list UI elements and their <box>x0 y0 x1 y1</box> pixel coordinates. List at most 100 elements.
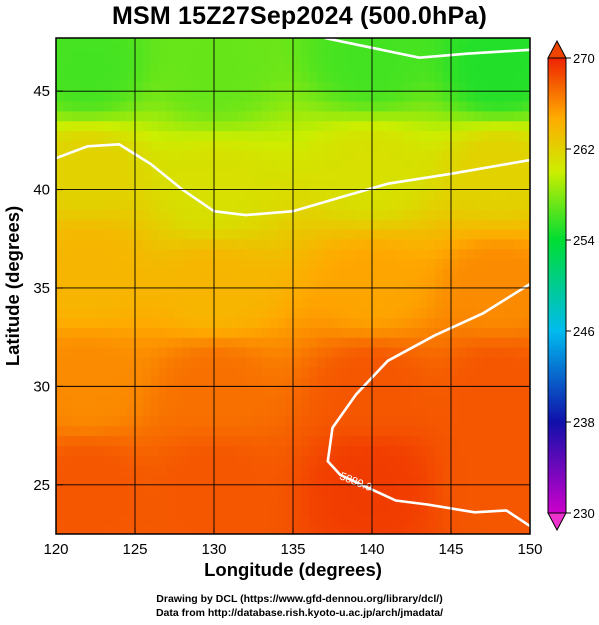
heat-cell <box>419 356 428 368</box>
heat-cell <box>403 425 413 437</box>
heat-cell <box>198 386 207 397</box>
heat-cell <box>190 504 199 515</box>
heat-cell <box>206 120 215 132</box>
y-tick-label: 40 <box>33 182 50 199</box>
heat-cell <box>379 474 389 486</box>
heat-cell <box>474 514 484 525</box>
heat-cell <box>514 376 523 387</box>
heat-cell <box>466 356 476 368</box>
heat-cell <box>498 199 507 210</box>
heat-cell <box>95 179 104 191</box>
heat-cell <box>490 415 499 427</box>
heat-cell <box>506 514 515 525</box>
heat-cell <box>458 327 468 338</box>
heat-cell <box>277 465 286 476</box>
heat-cell <box>87 199 97 210</box>
heat-cell <box>490 150 499 161</box>
heat-cell <box>443 494 452 506</box>
heat-cell <box>285 278 294 289</box>
heat-cell <box>63 120 73 132</box>
heat-cell <box>332 61 341 73</box>
heat-cell <box>387 347 397 358</box>
heat-cell <box>135 396 144 407</box>
heat-cell <box>427 504 436 515</box>
heat-cell <box>135 494 144 506</box>
heat-cell <box>411 41 420 53</box>
heat-cell <box>56 130 65 141</box>
heat-cell <box>514 455 523 466</box>
heat-cell <box>277 120 286 132</box>
heat-cell <box>166 91 176 102</box>
heat-cell <box>308 514 318 525</box>
heat-cell <box>474 524 484 534</box>
heat-cell <box>103 337 112 348</box>
heat-cell <box>340 189 349 200</box>
heat-cell <box>427 514 436 525</box>
heat-cell <box>316 484 326 496</box>
heat-cell <box>95 297 104 309</box>
heat-cell <box>300 376 310 387</box>
heat-cell <box>308 169 318 181</box>
heat-cell <box>474 425 484 437</box>
heat-cell <box>166 258 176 269</box>
heat-cell <box>103 376 112 387</box>
heat-cell <box>490 425 499 437</box>
heat-cell <box>387 179 397 191</box>
heat-cell <box>103 366 112 378</box>
heat-cell <box>158 160 168 171</box>
heat-cell <box>356 61 365 73</box>
heat-cell <box>340 287 349 299</box>
heat-cell <box>451 238 460 250</box>
heat-cell <box>245 366 255 378</box>
heat-cell <box>427 435 436 447</box>
heat-cell <box>158 38 168 43</box>
heat-cell <box>451 219 460 230</box>
heat-cell <box>506 356 515 368</box>
heat-cell <box>458 347 468 358</box>
heat-cell <box>427 297 436 309</box>
heat-cell <box>364 474 373 486</box>
heat-cell <box>348 366 357 378</box>
heat-cell <box>522 396 530 407</box>
heat-cell <box>95 415 104 427</box>
heat-cell <box>458 238 468 250</box>
heat-cell <box>229 179 239 191</box>
heat-cell <box>372 38 381 43</box>
heat-cell <box>142 465 152 476</box>
heat-cell <box>379 130 389 141</box>
heat-cell <box>221 41 231 53</box>
heat-cell <box>190 287 199 299</box>
heat-cell <box>506 386 515 397</box>
heat-cell <box>198 228 207 240</box>
heat-cell <box>95 406 104 417</box>
heat-cell <box>190 258 199 269</box>
heat-cell <box>482 140 492 151</box>
heat-cell <box>142 435 152 447</box>
heat-cell <box>79 228 89 240</box>
heat-cell <box>435 445 444 456</box>
heat-cell <box>395 38 405 43</box>
heat-cell <box>103 347 112 358</box>
heat-cell <box>443 327 452 338</box>
heat-cell <box>103 396 112 407</box>
heat-cell <box>443 465 452 476</box>
heat-cell <box>229 199 239 210</box>
heat-cell <box>174 110 183 122</box>
heat-cell <box>506 150 515 161</box>
heat-cell <box>411 425 420 437</box>
heat-cell <box>127 376 136 387</box>
heat-cell <box>182 307 191 319</box>
heat-cell <box>103 51 112 63</box>
heat-cell <box>522 356 530 368</box>
heat-cell <box>340 455 349 466</box>
heat-cell <box>221 455 231 466</box>
heat-cell <box>435 465 444 476</box>
heat-cell <box>387 445 397 456</box>
heat-cell <box>316 130 326 141</box>
heat-cell <box>206 278 215 289</box>
heat-cell <box>300 327 310 338</box>
heat-cell <box>490 268 499 279</box>
heat-cell <box>190 169 199 181</box>
heat-cell <box>277 268 286 279</box>
heat-cell <box>514 61 523 73</box>
